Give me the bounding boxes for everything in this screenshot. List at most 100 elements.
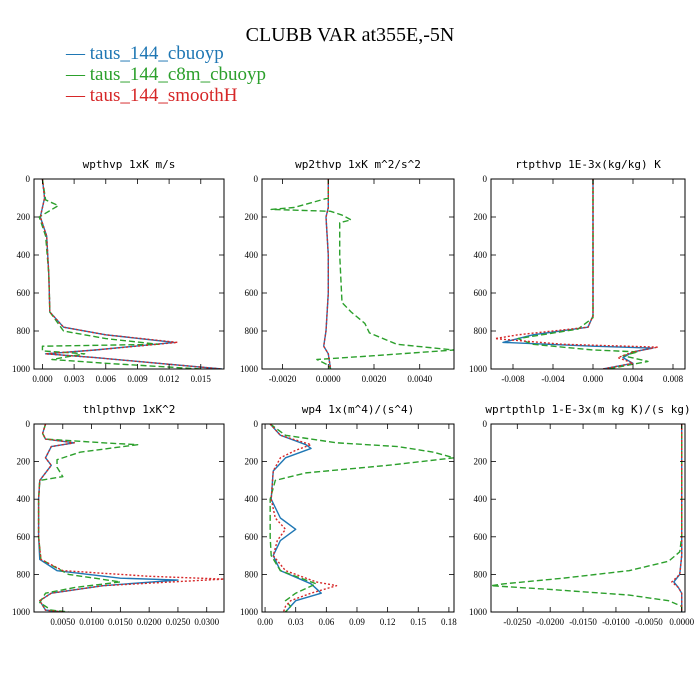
x-tick-label: 0.004	[623, 374, 644, 384]
x-tick-label: 0.015	[191, 374, 212, 384]
series-line-taus-144-cbuoyp	[269, 424, 322, 612]
series-group	[270, 179, 454, 369]
series-line-taus-144-c8m-cbuoyp	[270, 179, 454, 369]
y-tick-label: 1000	[240, 364, 259, 374]
x-tick-label: 0.09	[349, 617, 365, 627]
x-tick-label: -0.0050	[635, 617, 663, 627]
x-tick-label: 0.06	[318, 617, 334, 627]
panel-title: wp2thvp 1xK m^2/s^2	[295, 158, 421, 171]
x-tick-label: 0.003	[64, 374, 85, 384]
series-line-taus-144-smoothH	[671, 424, 683, 612]
series-line-taus-144-c8m-cbuoyp	[269, 424, 454, 612]
y-tick-label: 200	[245, 457, 259, 467]
plot-frame	[33, 178, 225, 370]
x-tick-label: -0.004	[541, 374, 565, 384]
x-tick-label: -0.0150	[569, 617, 597, 627]
x-tick-label: -0.008	[501, 374, 525, 384]
x-tick-label: 0.0250	[166, 617, 191, 627]
x-tick-label: 0.012	[159, 374, 179, 384]
series-line-taus-144-smoothH	[323, 179, 332, 369]
x-tick-label: 0.18	[441, 617, 457, 627]
y-tick-label: 600	[245, 532, 259, 542]
x-tick-label: 0.12	[380, 617, 396, 627]
y-tick-label: 1000	[469, 364, 488, 374]
x-tick-label: 0.0000	[316, 374, 341, 384]
x-tick-label: 0.0300	[194, 617, 219, 627]
series-line-taus-144-smoothH	[39, 179, 222, 369]
y-tick-label: 0	[483, 419, 488, 429]
y-tick-label: 200	[245, 212, 259, 222]
series-line-taus-144-smoothH	[494, 179, 659, 369]
y-tick-label: 400	[474, 494, 488, 504]
x-tick-label: 0.0040	[407, 374, 432, 384]
x-tick-label: 0.0150	[108, 617, 133, 627]
panel-title: rtpthvp 1E-3x(kg/kg) K	[515, 158, 661, 171]
panel-title: thlpthvp 1xK^2	[83, 403, 176, 416]
series-group	[38, 179, 222, 369]
series-line-taus-144-smoothH	[269, 424, 338, 612]
legend-entry: — taus_144_cbuoyp	[65, 43, 224, 64]
y-tick-label: 1000	[12, 364, 31, 374]
y-tick-label: 600	[17, 532, 31, 542]
y-tick-label: 400	[17, 494, 31, 504]
y-tick-label: 400	[245, 250, 259, 260]
y-tick-label: 600	[474, 288, 488, 298]
y-tick-label: 0	[26, 174, 31, 184]
y-tick-label: 0	[26, 419, 31, 429]
x-tick-label: 0.0020	[362, 374, 387, 384]
series-group	[491, 424, 683, 612]
x-tick-label: 0.0050	[50, 617, 75, 627]
chart-panel: rtpthvp 1E-3x(kg/kg) K 0 200 400 600 800 1000 -…	[469, 158, 686, 384]
series-line-taus-144-smoothH	[37, 424, 224, 612]
y-tick-label: 600	[17, 288, 31, 298]
chart-panel: wp2thvp 1xK m^2/s^2 0 200 400 600 800 1000 -0.0…	[240, 158, 455, 384]
y-tick-label: 0	[483, 174, 488, 184]
series-group	[37, 424, 224, 612]
legend-entry: — taus_144_c8m_cbuoyp	[65, 64, 266, 85]
x-tick-label: -0.0200	[536, 617, 564, 627]
y-tick-label: 400	[474, 250, 488, 260]
x-tick-label: 0.0100	[79, 617, 104, 627]
x-tick-label: 0.008	[663, 374, 684, 384]
y-tick-label: 800	[17, 326, 31, 336]
y-tick-label: 1000	[240, 607, 259, 617]
x-tick-label: -0.0100	[602, 617, 630, 627]
y-tick-label: 800	[474, 569, 488, 579]
plot-frame	[490, 423, 686, 613]
y-tick-label: 800	[245, 569, 259, 579]
y-tick-label: 600	[245, 288, 259, 298]
x-tick-label: 0.006	[96, 374, 117, 384]
plot-frame	[490, 178, 686, 370]
plot-frame	[261, 178, 455, 370]
series-line-taus-144-cbuoyp	[39, 179, 222, 369]
legend: — taus_144_cbuoyp— taus_144_c8m_cbuoyp— …	[65, 43, 266, 106]
x-tick-label: -0.0020	[269, 374, 297, 384]
y-tick-label: 200	[474, 457, 488, 467]
series-group	[494, 179, 659, 369]
panel-title: wpthvp 1xK m/s	[83, 158, 176, 171]
y-tick-label: 200	[17, 457, 31, 467]
plot-frame	[261, 423, 455, 613]
series-group	[269, 424, 454, 612]
x-tick-label: -0.0250	[503, 617, 531, 627]
plot-frame	[33, 423, 225, 613]
y-tick-label: 1000	[12, 607, 31, 617]
y-tick-label: 1000	[469, 607, 488, 617]
y-tick-label: 400	[17, 250, 31, 260]
x-tick-label: 0.009	[127, 374, 148, 384]
y-tick-label: 600	[474, 532, 488, 542]
x-tick-label: 0.15	[410, 617, 426, 627]
panel-title: wp4 1x(m^4)/(s^4)	[302, 403, 415, 416]
x-tick-label: 0.0200	[137, 617, 162, 627]
x-tick-label: 0.000	[583, 374, 604, 384]
figure-title: CLUBB VAR at355E,-5N	[246, 24, 455, 46]
series-line-taus-144-c8m-cbuoyp	[38, 179, 201, 369]
x-tick-label: 0.0000	[669, 617, 694, 627]
y-tick-label: 0	[254, 174, 259, 184]
panel-title: wprtpthlp 1-E-3x(m kg K)/(s kg)	[485, 403, 690, 416]
x-tick-label: 0.000	[32, 374, 53, 384]
